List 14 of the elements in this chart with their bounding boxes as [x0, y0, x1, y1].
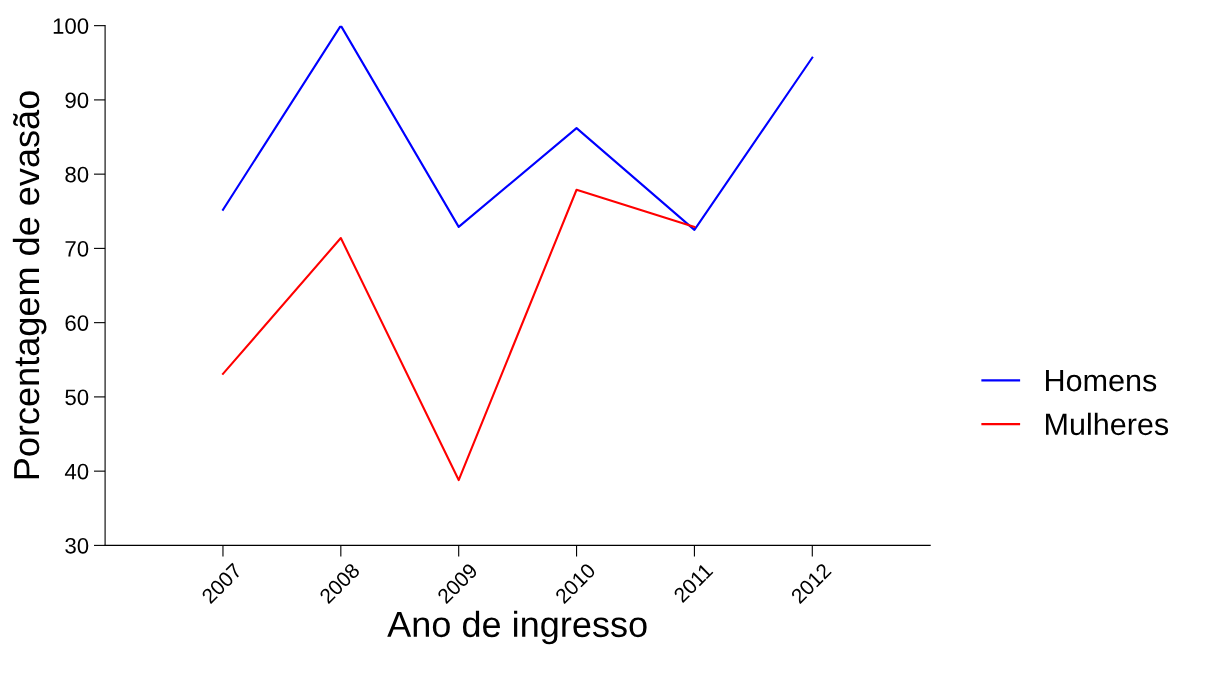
y-tick-label: 40	[64, 463, 89, 480]
legend-label: Mulheres	[1046, 412, 1169, 436]
y-tick-label: 80	[65, 166, 89, 183]
y-tick-label: 90	[65, 92, 89, 109]
line-series	[221, 188, 696, 482]
legend-label: Homens	[1046, 370, 1157, 392]
y-axis-title: Porcentagem de evasão	[12, 91, 47, 479]
y-tick-label: 60	[65, 315, 89, 331]
y-tick-label: 30	[65, 537, 89, 554]
y-tick-label: 50	[65, 389, 89, 406]
x-axis-title: Ano de ingresso	[387, 610, 647, 645]
y-tick-label: 100	[53, 18, 89, 34]
y-tick-label: 70	[65, 240, 89, 257]
line-series	[221, 25, 814, 231]
